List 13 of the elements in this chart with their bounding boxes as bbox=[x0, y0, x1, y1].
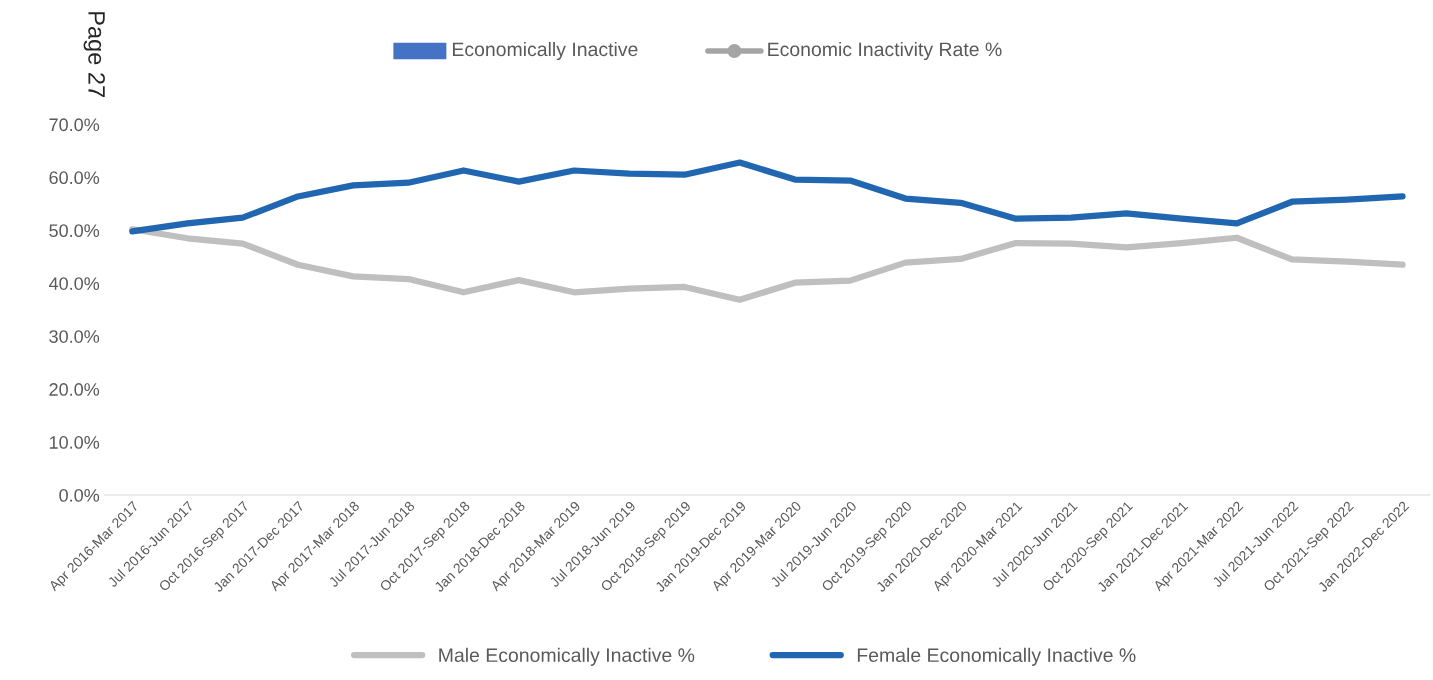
legend-label: Female Economically Inactive % bbox=[857, 647, 1136, 666]
y-tick-label: 50.0% bbox=[49, 224, 100, 238]
text: Economic Inactivity Rate % bbox=[768, 41, 1002, 61]
legend-label: Male Economically Inactive % bbox=[439, 647, 695, 666]
y-tick-label: 30.0% bbox=[49, 330, 100, 343]
text: Page 27 bbox=[83, 12, 105, 97]
y-tick-label: 10.0% bbox=[49, 436, 100, 449]
y-tick-label: 40.0% bbox=[48, 277, 100, 290]
y-tick-label: 60.0% bbox=[49, 171, 100, 185]
y-tick-label: 0.0% bbox=[59, 488, 100, 502]
y-tick-label: 20.0% bbox=[49, 383, 100, 396]
text: Economically Inactive bbox=[452, 41, 638, 61]
y-tick-label: 70.0% bbox=[49, 118, 100, 132]
